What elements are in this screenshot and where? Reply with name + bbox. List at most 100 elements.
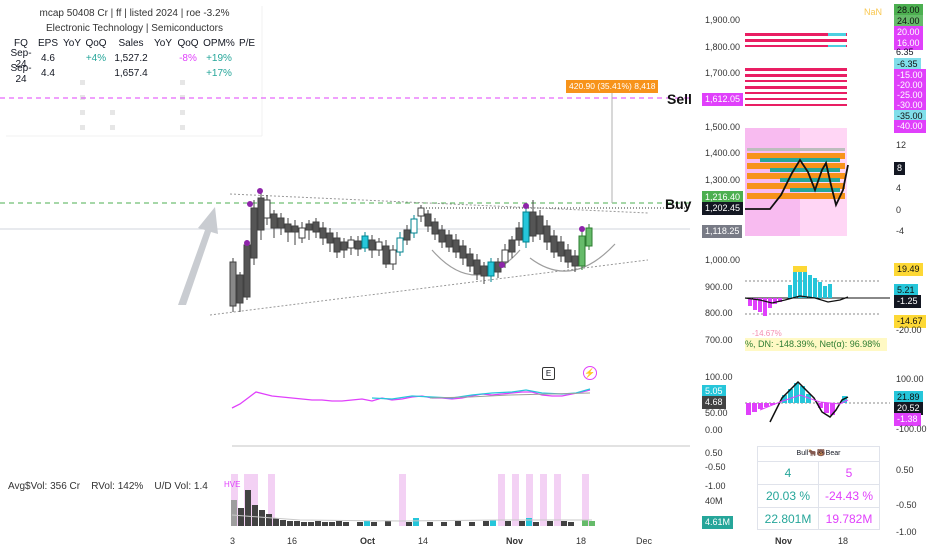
lower-tag: 21.89 bbox=[894, 391, 923, 404]
macd-tag: -1.25 bbox=[894, 295, 921, 308]
cup-pattern-2 bbox=[529, 243, 616, 272]
sell-signal-label: Sell bbox=[667, 91, 692, 107]
axis-label: 1,500.00 bbox=[705, 122, 741, 132]
scale-tag: -35.00 bbox=[894, 110, 926, 123]
ud-vol: U/D Vol: 1.4 bbox=[154, 481, 208, 492]
bull-pct: 20.03 % bbox=[758, 485, 819, 507]
axis-label: 100.00 bbox=[705, 372, 733, 382]
lower-axis: 0.50 bbox=[896, 465, 914, 475]
osc-axis: 4 bbox=[896, 183, 902, 193]
bear-vol: 19.782M bbox=[825, 512, 873, 526]
header-line1: mcap 50408 Cr | ff | listed 2024 | roe -… bbox=[39, 8, 230, 19]
macd-panel bbox=[744, 266, 890, 316]
scale-tag: -15.00 bbox=[894, 69, 926, 82]
scale-tag: -6.35 bbox=[894, 58, 921, 71]
axis-label: 1,700.00 bbox=[705, 68, 741, 78]
scale-tag: 16.00 bbox=[894, 37, 923, 50]
time-label: Nov bbox=[775, 536, 793, 546]
axis-label: -1.00 bbox=[705, 481, 726, 491]
lower-axis: -1.00 bbox=[896, 527, 917, 537]
lower-axis: -0.50 bbox=[896, 500, 917, 510]
bull-bear-table: Bull🐂🐻Bear 4 5 20.03 % -24.43 % 22.801M … bbox=[757, 446, 880, 530]
axis-label: 40M bbox=[705, 496, 723, 506]
rsi-panel bbox=[231, 388, 591, 409]
osc-tag: 8 bbox=[894, 162, 906, 175]
buy-signal-label: Buy bbox=[665, 196, 692, 212]
scale-tag: -40.00 bbox=[894, 120, 926, 133]
axis-label: 1,400.00 bbox=[705, 148, 741, 158]
scale-tag: -30.00 bbox=[894, 99, 926, 112]
lower-axis: 100.00 bbox=[896, 374, 924, 384]
col-sales: Sales bbox=[118, 38, 144, 49]
lightning-icon[interactable]: ⚡ bbox=[583, 366, 597, 380]
pct-label: -14.67% bbox=[752, 329, 782, 338]
cell: 4.4 bbox=[41, 68, 55, 79]
osc-axis: 0 bbox=[896, 205, 902, 215]
table-row: Sep-24 4.4 1,657.4 +17% bbox=[8, 63, 261, 85]
table-row: 20.03 % -24.43 % bbox=[758, 485, 879, 508]
cell: -8% bbox=[179, 53, 197, 64]
axis-label: 1,900.00 bbox=[705, 15, 741, 25]
bear-pct: -24.43 % bbox=[824, 489, 874, 503]
col-qoq2: QoQ bbox=[177, 38, 199, 49]
strength-panel bbox=[745, 33, 847, 106]
bull-bear-title: Bull🐂🐻Bear bbox=[758, 447, 879, 462]
cell: +17% bbox=[206, 68, 232, 79]
cell: 1,657.4 bbox=[114, 68, 148, 79]
fundamentals-panel: mcap 50408 Cr | ff | listed 2024 | roe -… bbox=[8, 6, 261, 85]
last-price-tag: 1,202.45 bbox=[702, 202, 744, 215]
trend-arrow bbox=[178, 207, 218, 305]
lower-tag: 20.52 bbox=[894, 402, 923, 415]
volume-panel bbox=[231, 474, 595, 526]
axis-label: 1,000.00 bbox=[705, 255, 741, 265]
table-grid-dots bbox=[80, 80, 185, 130]
lower-trendline bbox=[209, 259, 649, 316]
rvol: RVol: 142% bbox=[91, 481, 144, 492]
rsi-tag-a: 5.05 bbox=[702, 385, 726, 398]
fundamentals-header-row: FQ EPS YoY QoQ Sales YoY QoQ OPM% P/E bbox=[8, 36, 261, 51]
buy-price-tag: 1,216.40 bbox=[702, 191, 744, 204]
hve-label: HVE bbox=[224, 480, 241, 489]
scale-tag: 24.00 bbox=[894, 15, 923, 28]
heatmap-panel bbox=[745, 128, 849, 236]
cell: Sep-24 bbox=[10, 62, 32, 85]
col-eps: EPS bbox=[37, 38, 58, 49]
col-fq: FQ bbox=[14, 38, 28, 49]
time-label: Nov bbox=[506, 536, 524, 546]
cell: Sep-24 bbox=[10, 47, 32, 70]
time-label: 18 bbox=[838, 536, 849, 546]
volume-tag: 4.61M bbox=[702, 516, 734, 529]
sell-price-tag: 1,612.05 bbox=[702, 93, 744, 106]
axis-label: -0.50 bbox=[705, 462, 726, 472]
cell: 4.6 bbox=[41, 53, 55, 64]
scale-tag: -20.00 bbox=[894, 79, 926, 92]
avg-vol: Avg$Vol: 356 Cr bbox=[8, 481, 81, 492]
col-pe: P/E bbox=[238, 38, 256, 49]
col-yoy2: YoY bbox=[154, 38, 172, 49]
nan-label: NaN bbox=[864, 7, 883, 17]
upper-trendline bbox=[229, 193, 649, 214]
table-row: 22.801M 19.782M bbox=[758, 508, 879, 530]
time-label: Oct bbox=[360, 536, 376, 546]
time-label: Dec bbox=[636, 536, 653, 546]
macd-tag: 19.49 bbox=[894, 263, 923, 276]
axis-label: 700.00 bbox=[705, 335, 733, 345]
cell: 1,527.2 bbox=[114, 53, 148, 64]
cell: +19% bbox=[206, 53, 232, 64]
rsi-tag-b: 4.68 bbox=[702, 396, 726, 409]
lower-tag: -1.38 bbox=[894, 413, 921, 426]
bear-count: 5 bbox=[845, 466, 853, 480]
col-qoq: QoQ bbox=[85, 38, 107, 49]
time-label: 18 bbox=[576, 536, 587, 546]
ref-price-tag: 1,118.25 bbox=[702, 225, 743, 238]
scale-tag: -25.00 bbox=[894, 89, 926, 102]
earnings-marker[interactable]: E bbox=[542, 367, 555, 380]
axis-label: 1,300.00 bbox=[705, 175, 741, 185]
col-opm: OPM% bbox=[203, 38, 235, 49]
lower-osc-panel bbox=[745, 380, 890, 423]
axis-label: 0.00 bbox=[705, 425, 723, 435]
axis-label: 800.00 bbox=[705, 308, 733, 318]
macd-tag: 5.21 bbox=[894, 284, 918, 297]
scale-tag: 20.00 bbox=[894, 26, 923, 39]
